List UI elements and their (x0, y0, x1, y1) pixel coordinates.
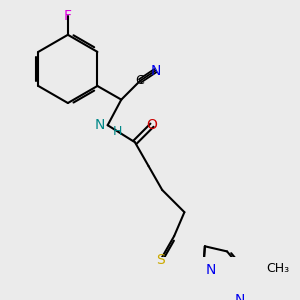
Text: S: S (156, 253, 165, 267)
Text: N: N (150, 64, 161, 78)
Text: CH₃: CH₃ (266, 262, 289, 275)
Text: H: H (113, 125, 122, 138)
Text: O: O (147, 118, 158, 132)
Text: C: C (136, 74, 144, 87)
Text: N: N (235, 292, 245, 300)
Text: N: N (206, 263, 216, 277)
Text: F: F (64, 9, 72, 23)
Text: N: N (94, 118, 105, 131)
